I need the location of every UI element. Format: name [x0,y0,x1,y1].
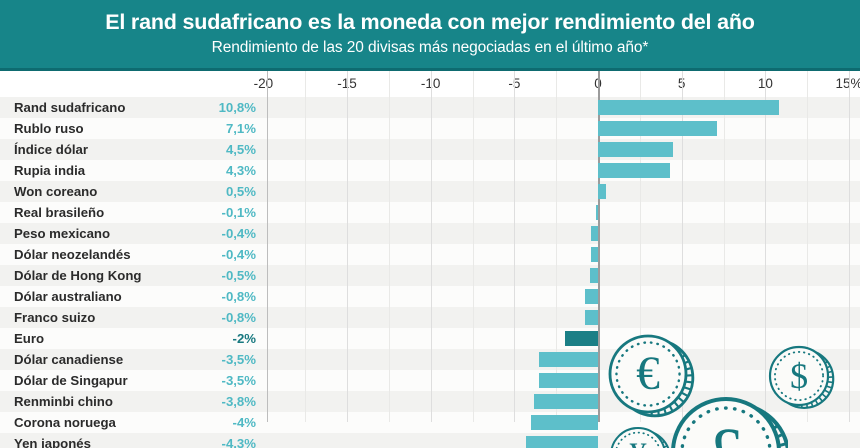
currency-value: -3,5% [221,352,256,367]
currency-label: Corona noruega [14,415,116,430]
currency-label: Dólar neozelandés [14,247,131,262]
currency-label: Rand sudafricano [14,100,126,115]
table-row[interactable]: Peso mexicano -0,4% [0,223,860,244]
header-banner: El rand sudafricano es la moneda con mej… [0,0,860,71]
axis-tick-10: 10 [757,76,773,91]
currency-value: 7,1% [225,121,256,136]
currency-value: -3,8% [221,394,256,409]
currency-value: -0,4% [221,226,256,241]
currency-value: -0,5% [221,268,256,283]
table-row[interactable]: Renminbi chino -3,8% [0,391,860,412]
axis-tick-15: 15% [835,76,860,91]
currency-label: Won coreano [14,184,98,199]
table-row[interactable]: Dólar de Hong Kong -0,5% [0,265,860,286]
currency-label: Peso mexicano [14,226,111,241]
currency-label: Yen japonés [14,436,91,448]
table-row[interactable]: Rand sudafricano 10,8% [0,97,860,118]
axis-tick-neg5: -5 [508,76,521,91]
table-row[interactable]: Franco suizo -0,8% [0,307,860,328]
table-row[interactable]: Índice dólar 4,5% [0,139,860,160]
page-subtitle: Rendimiento de las 20 divisas más negoci… [211,39,649,56]
x-axis-tick-labels: -20 -15 -10 -5 0 5 10 15% [0,71,860,97]
currency-label: Índice dólar [14,142,89,157]
currency-value: -0,4% [221,247,256,262]
chart-rows: Rand sudafricano 10,8% Rublo ruso 7,1% Índic… [0,97,860,448]
table-row[interactable]: Dólar canadiense -3,5% [0,349,860,370]
currency-value: 4,5% [225,142,256,157]
currency-value: -0,8% [221,310,256,325]
label-column-divider [267,71,268,422]
currency-label: Euro [14,331,45,346]
table-row[interactable]: Won coreano 0,5% [0,181,860,202]
axis-tick-neg20: -20 [253,76,274,91]
currency-value: -2% [232,331,256,346]
currency-value: -0,1% [221,205,256,220]
axis-tick-neg10: -10 [420,76,441,91]
table-row[interactable]: Rupia india 4,3% [0,160,860,181]
currency-label: Rublo ruso [14,121,84,136]
currency-value: 4,3% [225,163,256,178]
table-row[interactable]: Yen japonés -4,3% [0,433,860,448]
currency-label: Rupia india [14,163,86,178]
currency-label: Dólar canadiense [14,352,124,367]
currency-value: -0,8% [221,289,256,304]
table-row[interactable]: Dólar de Singapur -3,5% [0,370,860,391]
currency-value: 0,5% [225,184,256,199]
table-row[interactable]: Euro -2% [0,328,860,349]
currency-value: -3,5% [221,373,256,388]
currency-value: 10,8% [218,100,256,115]
table-row[interactable]: Corona noruega -4% [0,412,860,433]
axis-tick-5: 5 [677,76,686,91]
currency-label: Franco suizo [14,310,96,325]
currency-label: Dólar de Hong Kong [14,268,142,283]
page-title: El rand sudafricano es la moneda con mej… [105,10,755,34]
currency-label: Dólar de Singapur [14,373,128,388]
currency-label: Real brasileño [14,205,105,220]
table-row[interactable]: Dólar neozelandés -0,4% [0,244,860,265]
axis-tick-0: 0 [594,76,602,91]
currency-value: -4,3% [221,436,256,448]
table-row[interactable]: Rublo ruso 7,1% [0,118,860,139]
axis-tick-neg15: -15 [337,76,357,91]
table-row[interactable]: Real brasileño -0,1% [0,202,860,223]
chart-area: -20 -15 -10 -5 0 5 10 15% Rand sudafricano 10,8%… [0,71,860,448]
currency-value: -4% [232,415,256,430]
currency-label: Dólar australiano [14,289,122,304]
table-row[interactable]: Dólar australiano -0,8% [0,286,860,307]
currency-label: Renminbi chino [14,394,113,409]
